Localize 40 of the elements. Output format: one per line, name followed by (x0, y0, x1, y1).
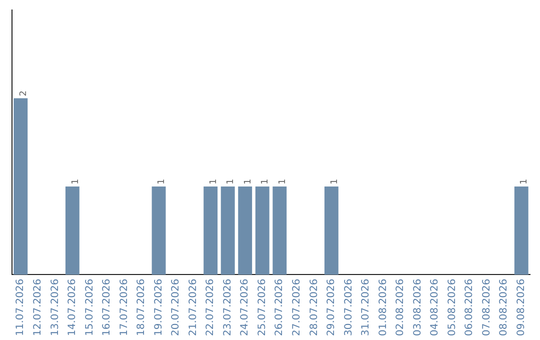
data-label: 1 (520, 178, 530, 184)
data-label: 1 (260, 178, 271, 184)
x-tick-label: 06.08.2026 (464, 278, 476, 336)
x-tick-label: 15.07.2026 (84, 278, 96, 336)
x-tick-label: 19.07.2026 (153, 278, 164, 336)
x-tick-label: 07.08.2026 (481, 278, 492, 336)
x-tick-label: 28.07.2026 (308, 278, 320, 336)
data-label: 1 (70, 178, 81, 184)
x-tick-label: 21.07.2026 (188, 278, 199, 336)
x-tick-label: 29.07.2026 (326, 278, 338, 336)
x-tick-label: 01.08.2026 (378, 278, 389, 336)
x-tick-label: 09.08.2026 (516, 278, 527, 336)
x-tick-label: 24.07.2026 (240, 278, 251, 336)
x-tick-label: 18.07.2026 (136, 278, 148, 336)
x-tick-label: 23.07.2026 (222, 278, 234, 336)
x-tick-label: 17.07.2026 (118, 278, 130, 336)
x-tick-label: 14.07.2026 (67, 278, 78, 336)
x-tick-label: 22.07.2026 (205, 278, 216, 336)
x-tick-label: 05.08.2026 (446, 278, 458, 336)
data-label: 1 (278, 178, 288, 184)
x-tick-label: 11.07.2026 (15, 278, 26, 336)
data-label: 1 (330, 178, 340, 184)
x-tick-label: 25.07.2026 (256, 278, 268, 336)
x-tick-label: 12.07.2026 (32, 278, 44, 336)
x-tick-label: 20.07.2026 (170, 278, 182, 336)
data-label: 1 (226, 178, 236, 184)
x-tick-label: 16.07.2026 (102, 278, 113, 336)
x-tick-label: 03.08.2026 (412, 278, 424, 336)
data-label: 1 (208, 178, 219, 184)
x-tick-label: 04.08.2026 (430, 278, 441, 336)
x-tick-label: 08.08.2026 (498, 278, 510, 336)
x-tick-label: 26.07.2026 (274, 278, 286, 336)
x-tick-label: 27.07.2026 (291, 278, 302, 336)
x-tick-label: 02.08.2026 (395, 278, 406, 336)
x-tick-label: 31.07.2026 (360, 278, 372, 336)
data-label: 2 (18, 90, 29, 96)
x-tick-label: 13.07.2026 (50, 278, 61, 336)
x-tick-label: 30.07.2026 (343, 278, 354, 336)
data-label: 1 (243, 178, 254, 184)
data-label: 1 (157, 178, 168, 184)
